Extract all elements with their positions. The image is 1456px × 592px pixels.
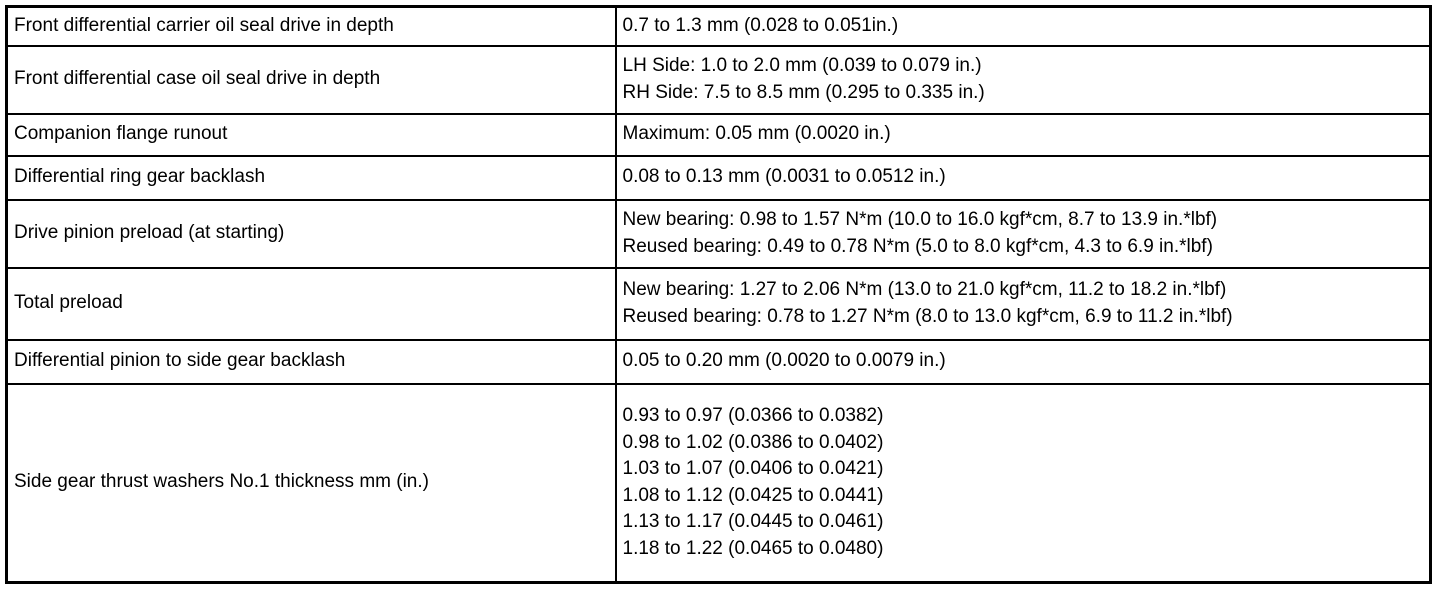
spec-label: Drive pinion preload (at starting) — [5, 198, 617, 269]
spec-table: Front differential carrier oil seal driv… — [5, 5, 1432, 584]
spec-label: Differential pinion to side gear backlas… — [5, 338, 617, 385]
spec-value: LH Side: 1.0 to 2.0 mm (0.039 to 0.079 i… — [614, 44, 1432, 115]
table-row: Side gear thrust washers No.1 thickness … — [5, 382, 1432, 584]
spec-value: New bearing: 1.27 to 2.06 N*m (13.0 to 2… — [614, 266, 1432, 341]
spec-label: Differential ring gear backlash — [5, 154, 617, 201]
spec-value: Maximum: 0.05 mm (0.0020 in.) — [614, 112, 1432, 157]
table-row: Differential ring gear backlash 0.08 to … — [5, 154, 1432, 201]
table-row: Drive pinion preload (at starting) New b… — [5, 198, 1432, 269]
spec-label: Total preload — [5, 266, 617, 341]
table-row: Companion flange runout Maximum: 0.05 mm… — [5, 112, 1432, 157]
table-row: Differential pinion to side gear backlas… — [5, 338, 1432, 385]
spec-value: 0.93 to 0.97 (0.0366 to 0.0382) 0.98 to … — [614, 382, 1432, 584]
table-row: Total preload New bearing: 1.27 to 2.06 … — [5, 266, 1432, 341]
spec-value: 0.05 to 0.20 mm (0.0020 to 0.0079 in.) — [614, 338, 1432, 385]
table-row: Front differential carrier oil seal driv… — [5, 5, 1432, 47]
spec-label: Front differential case oil seal drive i… — [5, 44, 617, 115]
spec-value: 0.08 to 0.13 mm (0.0031 to 0.0512 in.) — [614, 154, 1432, 201]
spec-value: New bearing: 0.98 to 1.57 N*m (10.0 to 1… — [614, 198, 1432, 269]
table-row: Front differential case oil seal drive i… — [5, 44, 1432, 115]
spec-label: Front differential carrier oil seal driv… — [5, 5, 617, 47]
spec-value: 0.7 to 1.3 mm (0.028 to 0.051in.) — [614, 5, 1432, 47]
spec-label: Side gear thrust washers No.1 thickness … — [5, 382, 617, 584]
spec-label: Companion flange runout — [5, 112, 617, 157]
